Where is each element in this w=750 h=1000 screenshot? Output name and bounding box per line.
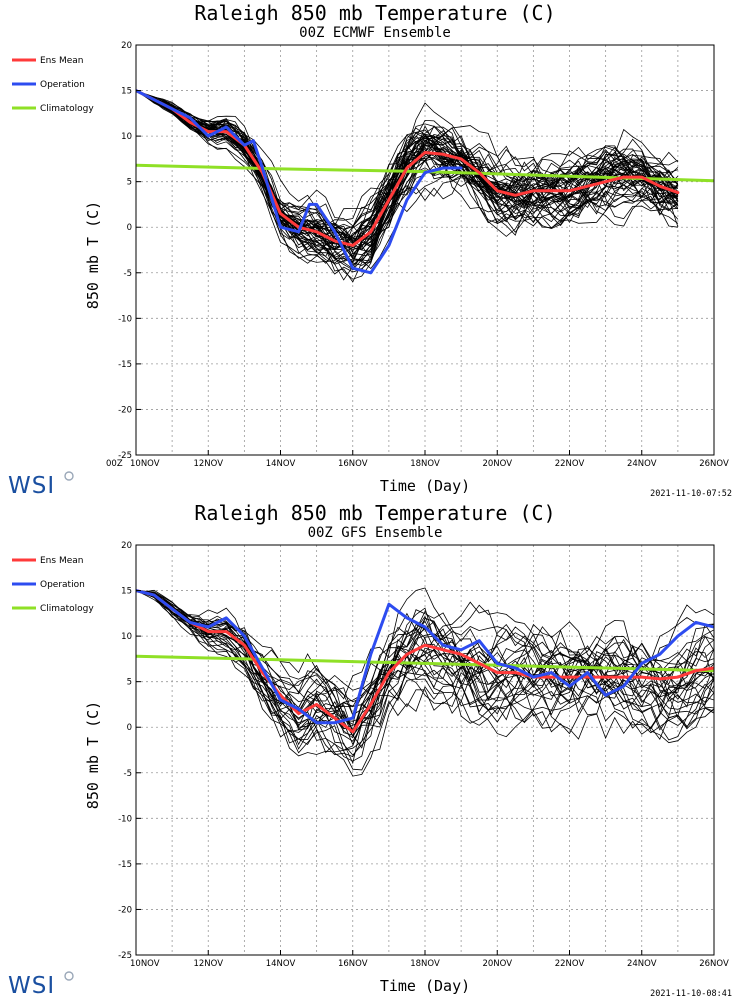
y-tick-label: -20	[118, 905, 132, 915]
ens-mean-line	[136, 89, 680, 247]
plot-area	[136, 587, 714, 777]
climatology-line	[136, 654, 714, 673]
legend-label: Climatology	[40, 104, 94, 114]
ensemble-member-line	[136, 90, 679, 240]
x-tick-label: 24NOV	[627, 459, 657, 469]
ensemble-members	[136, 90, 679, 283]
y-tick-label: 0	[127, 223, 132, 233]
y-tick-label: -5	[124, 769, 132, 779]
ensemble-member-line	[136, 590, 714, 771]
y-axis-label: 850 mb T (C)	[84, 201, 102, 309]
gfs-chart-panel: Raleigh 850 mb Temperature (C) 00Z GFS En…	[0, 500, 750, 1000]
legend-label: Operation	[40, 580, 85, 590]
ensemble-member-line	[136, 590, 714, 737]
ensemble-member-line	[136, 590, 714, 756]
x-tick-label: 12NOV	[193, 959, 223, 969]
x-tick-label: 26NOV	[699, 959, 729, 969]
x-tick-label: 24NOV	[627, 959, 657, 969]
ensemble-member-line	[136, 90, 678, 262]
x-tick-label: 14NOV	[266, 459, 296, 469]
ensemble-member-line	[136, 90, 679, 263]
x-tick-label: 22NOV	[555, 459, 585, 469]
ens-mean-line	[136, 589, 714, 734]
y-tick-label: -20	[118, 405, 132, 415]
y-tick-label: 0	[127, 723, 132, 733]
y-tick-label: 15	[121, 87, 132, 97]
y-tick-label: -25	[118, 951, 132, 961]
plot-area	[136, 89, 714, 283]
operation-line	[136, 589, 714, 725]
x-tick-label: 22NOV	[555, 959, 585, 969]
x-axis-label: Time (Day)	[380, 477, 470, 495]
x-tick-label: 20NOV	[482, 459, 512, 469]
wsi-logo-mark	[64, 471, 74, 481]
chart-subtitle: 00Z ECMWF Ensemble	[299, 25, 451, 41]
x-tick-label: 26NOV	[699, 459, 729, 469]
ensemble-member-line	[136, 590, 714, 741]
y-tick-label: -15	[118, 860, 132, 870]
ensemble-member-line	[136, 590, 714, 751]
y-tick-label: 10	[121, 132, 132, 142]
x-tick-label: 14NOV	[266, 959, 296, 969]
timestamp: 2021-11-10-08:41	[650, 989, 732, 999]
legend-label: Operation	[40, 80, 85, 90]
ensemble-member-line	[136, 590, 714, 731]
x-tick-label: 20NOV	[482, 959, 512, 969]
y-tick-label: -10	[118, 314, 132, 324]
x-axis-label: Time (Day)	[380, 977, 470, 995]
chart-title: Raleigh 850 mb Temperature (C)	[194, 501, 555, 525]
x-start-label: 00Z	[106, 459, 123, 469]
y-tick-label: 5	[127, 678, 132, 688]
operation-line	[136, 89, 463, 275]
wsi-logo: WSI	[8, 473, 55, 499]
y-tick-label: 15	[121, 587, 132, 597]
ensemble-member-line	[136, 590, 714, 738]
x-tick-label: 10NOV	[130, 459, 160, 469]
x-tick-label: 18NOV	[410, 459, 440, 469]
y-axis-label: 850 mb T (C)	[84, 701, 102, 809]
legend-label: Ens Mean	[40, 556, 83, 566]
ensemble-member-line	[136, 90, 679, 263]
x-tick-label: 16NOV	[338, 959, 368, 969]
timestamp: 2021-11-10-07:52	[650, 489, 732, 499]
legend-label: Climatology	[40, 604, 94, 614]
y-tick-label: -5	[124, 269, 132, 279]
y-tick-label: -25	[118, 451, 132, 461]
ensemble-member-line	[136, 90, 679, 266]
y-tick-label: 20	[121, 41, 132, 51]
legend-label: Ens Mean	[40, 56, 83, 66]
x-tick-label: 18NOV	[410, 959, 440, 969]
x-tick-label: 16NOV	[338, 459, 368, 469]
chart-subtitle: 00Z GFS Ensemble	[308, 525, 443, 541]
x-tick-label: 12NOV	[193, 459, 223, 469]
ecmwf-chart-panel: Raleigh 850 mb Temperature (C) 00Z ECMWF …	[8, 1, 732, 499]
chart-svg: Raleigh 850 mb Temperature (C)00Z GFS En…	[8, 501, 732, 999]
y-tick-label: 20	[121, 541, 132, 551]
chart-title: Raleigh 850 mb Temperature (C)	[194, 1, 555, 25]
y-tick-label: -15	[118, 360, 132, 370]
grid	[136, 45, 714, 455]
chart-svg: Raleigh 850 mb Temperature (C)00Z ECMWF …	[8, 1, 732, 499]
ensemble-member-line	[136, 90, 679, 251]
y-tick-label: 5	[127, 178, 132, 188]
wsi-logo: WSI	[8, 973, 55, 999]
y-tick-label: 10	[121, 632, 132, 642]
ensemble-member-line	[136, 90, 679, 256]
x-tick-label: 10NOV	[130, 959, 160, 969]
y-tick-label: -10	[118, 814, 132, 824]
grid	[136, 545, 714, 955]
ensemble-member-line	[136, 587, 714, 758]
wsi-logo-mark	[64, 971, 74, 981]
